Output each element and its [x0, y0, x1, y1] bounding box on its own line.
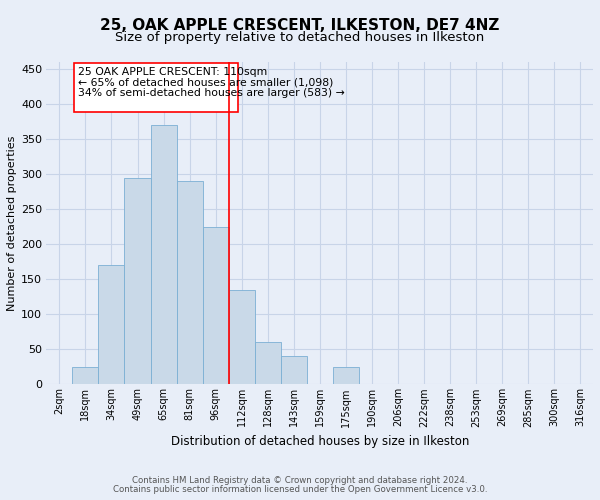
Bar	[203, 226, 229, 384]
Bar	[229, 290, 254, 384]
Text: 25 OAK APPLE CRESCENT: 110sqm: 25 OAK APPLE CRESCENT: 110sqm	[79, 67, 268, 77]
Text: Contains HM Land Registry data © Crown copyright and database right 2024.: Contains HM Land Registry data © Crown c…	[132, 476, 468, 485]
Bar	[124, 178, 151, 384]
Bar	[176, 181, 203, 384]
Text: 25, OAK APPLE CRESCENT, ILKESTON, DE7 4NZ: 25, OAK APPLE CRESCENT, ILKESTON, DE7 4N…	[100, 18, 500, 32]
Text: Size of property relative to detached houses in Ilkeston: Size of property relative to detached ho…	[115, 31, 485, 44]
Bar	[98, 266, 124, 384]
Text: Contains public sector information licensed under the Open Government Licence v3: Contains public sector information licen…	[113, 485, 487, 494]
Bar	[254, 342, 281, 384]
Y-axis label: Number of detached properties: Number of detached properties	[7, 136, 17, 311]
Bar	[281, 356, 307, 384]
Text: ← 65% of detached houses are smaller (1,098): ← 65% of detached houses are smaller (1,…	[79, 78, 334, 88]
X-axis label: Distribution of detached houses by size in Ilkeston: Distribution of detached houses by size …	[170, 435, 469, 448]
Bar	[151, 125, 176, 384]
Bar	[74, 64, 238, 112]
Bar	[73, 367, 98, 384]
Text: 34% of semi-detached houses are larger (583) →: 34% of semi-detached houses are larger (…	[79, 88, 345, 98]
Bar	[333, 367, 359, 384]
